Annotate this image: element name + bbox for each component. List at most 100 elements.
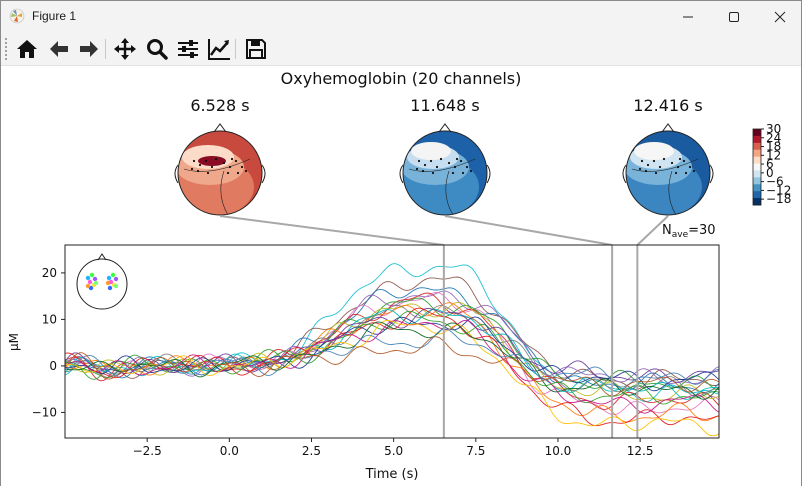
topomap-field — [178, 131, 262, 215]
channel-trace-line — [64, 321, 720, 400]
nose-outline — [438, 123, 452, 133]
sensor-dot — [652, 159, 656, 163]
inset-sensor-dot — [113, 276, 119, 282]
channel-trace-line — [64, 302, 720, 423]
sensor-dot — [415, 167, 419, 171]
topomap-head — [174, 123, 266, 216]
save-button[interactable] — [242, 36, 270, 62]
right-ear-outline — [261, 164, 266, 184]
matplotlib-logo-icon — [9, 8, 25, 24]
figure-title: Oxyhemoglobin (20 channels) — [281, 69, 522, 88]
edit-axis-icon — [208, 39, 230, 60]
minimize-icon — [683, 16, 693, 18]
left-ear-outline — [174, 164, 179, 184]
x-tick-label: 7.5 — [466, 444, 485, 458]
sensor-layout-inset — [76, 253, 128, 310]
sensor-dot — [222, 161, 226, 165]
sensor-dot — [244, 169, 248, 173]
sensor-dot — [204, 159, 208, 163]
topomap-head — [622, 123, 714, 216]
sensor-dot — [461, 171, 465, 175]
channel-traces — [64, 263, 720, 437]
inset-sensor-dot — [85, 275, 91, 281]
maximize-button[interactable] — [711, 1, 757, 32]
inset-sensor-dot — [107, 285, 113, 291]
inset-sensor-dot — [87, 279, 93, 285]
topomap-contour — [631, 158, 699, 172]
topomap-connector-line — [444, 215, 613, 246]
colorbar-tick-label: −18 — [766, 192, 791, 206]
inset-sensor-dot — [113, 283, 119, 289]
inset-nose — [97, 253, 107, 261]
sensor-dot — [236, 171, 240, 175]
x-axis-label: Time (s) — [365, 467, 419, 482]
topomap-time-label: 12.416 s — [633, 96, 702, 115]
home-button[interactable] — [13, 36, 41, 62]
channel-trace-line — [64, 301, 720, 401]
colorbar-segment — [753, 142, 761, 151]
sensor-dot — [431, 171, 435, 175]
colorbar-segment — [753, 163, 761, 171]
channel-trace-line — [64, 320, 720, 437]
colorbar-frame — [752, 128, 762, 206]
topomap-connector-line — [636, 215, 669, 246]
colorbar-segment — [753, 129, 761, 137]
colorbar-tick-label: 24 — [766, 131, 781, 145]
pan-button[interactable] — [111, 36, 139, 62]
topomap-contour — [445, 170, 454, 215]
sensor-dot — [692, 169, 696, 173]
subplots-button[interactable] — [174, 36, 202, 62]
sensor-dot — [190, 167, 194, 171]
topomap-group — [174, 123, 714, 216]
x-axis-ticks: −2.5 0.0 2.5 5.0 7.5 10.0 12.5 — [133, 438, 653, 458]
sensor-dot — [465, 165, 469, 169]
sensor-dot — [682, 159, 686, 163]
topomap-time-label: 11.648 s — [410, 96, 479, 115]
y-axis-label: µM — [7, 333, 21, 351]
time-marker-lines — [442, 245, 639, 438]
back-arrow-icon — [50, 41, 68, 57]
nose-outline — [213, 123, 227, 133]
window-title: Figure 1 — [32, 9, 77, 23]
minimize-button[interactable] — [665, 1, 711, 32]
sensor-dot — [226, 171, 230, 175]
sensor-dot — [658, 165, 662, 169]
pan-move-icon — [114, 38, 136, 60]
sensor-dot — [429, 159, 433, 163]
y-tick-label: 0 — [49, 359, 57, 373]
title-bar[interactable]: Figure 1 — [1, 1, 801, 32]
navigation-toolbar — [1, 32, 801, 66]
sensor-dot — [453, 165, 457, 169]
inset-sensor-dot — [93, 280, 99, 286]
close-button[interactable] — [757, 1, 802, 32]
topomap-region — [198, 156, 226, 166]
sensor-dot — [228, 165, 232, 169]
topomap-region — [411, 142, 451, 160]
colorbar-tick-label: 0 — [766, 166, 774, 180]
sensor-dot — [644, 169, 648, 173]
channel-trace-line — [64, 304, 720, 397]
nave-letter: N — [662, 223, 672, 238]
inset-sensor-dot — [105, 280, 111, 286]
colorbar-tick-label: 30 — [766, 122, 781, 136]
sensor-dot — [417, 159, 421, 163]
colorbar-segment — [753, 170, 761, 178]
colorbar-segment — [753, 135, 761, 144]
butterfly-plot-axes: −2.5 0.0 2.5 5.0 7.5 10.0 12.5 −10 0 10 20 — [32, 244, 720, 458]
inset-sensor-dot — [110, 272, 116, 278]
back-button[interactable] — [45, 36, 73, 62]
head-outline — [177, 130, 263, 216]
plot-frame — [64, 244, 720, 439]
figure-canvas: Oxyhemoglobin (20 channels) 6.528 s 11.6… — [1, 66, 801, 486]
sensor-dot — [638, 167, 642, 171]
colorbar-tick-label: 18 — [766, 140, 781, 154]
toolbar-grip[interactable] — [5, 38, 8, 60]
zoom-magnifier-icon — [147, 39, 168, 60]
sensor-dot — [674, 171, 678, 175]
zoom-button[interactable] — [143, 36, 171, 62]
customize-button[interactable] — [205, 36, 233, 62]
forward-button[interactable] — [75, 36, 103, 62]
home-icon — [17, 40, 37, 58]
topomap-connector-line — [219, 215, 444, 246]
topomap-head — [399, 123, 491, 216]
